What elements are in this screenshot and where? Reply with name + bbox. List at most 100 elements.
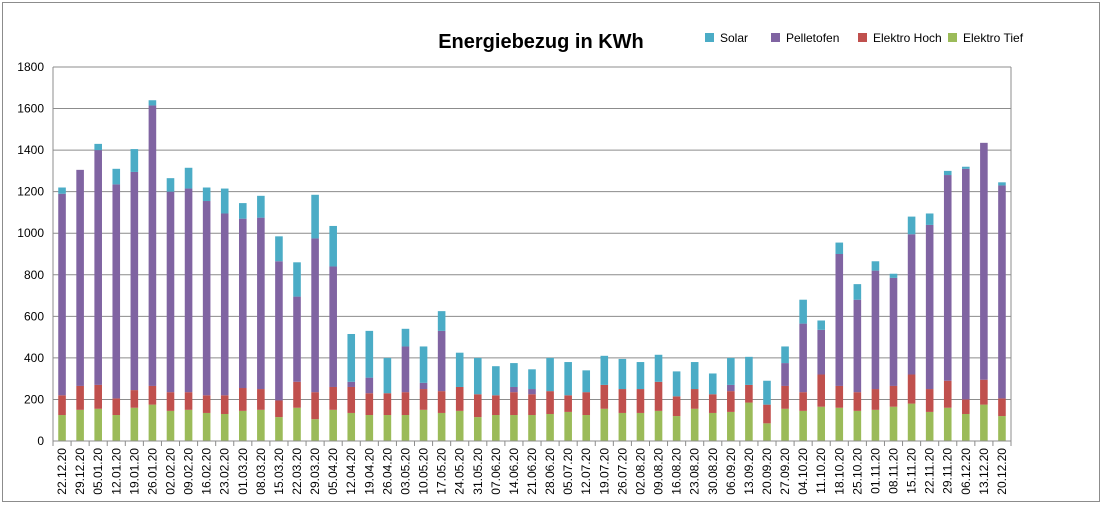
bar-segment (184, 167, 193, 189)
bar-segment (401, 328, 410, 347)
x-tick-label: 08.11.20 (887, 448, 901, 494)
legend-swatch (948, 33, 957, 42)
bar-segment (492, 395, 500, 416)
bar-segment (618, 389, 627, 413)
bar-segment (365, 415, 374, 441)
bar-segment (238, 388, 247, 411)
bar-segment (166, 410, 175, 441)
x-tick-label: 09.08.20 (652, 448, 666, 495)
x-tick-label: 20.09.20 (760, 448, 774, 495)
bar-segment (998, 416, 1006, 441)
x-tick-label: 26.01.20 (145, 448, 159, 495)
bar-segment (311, 392, 319, 420)
bar-segment (907, 403, 916, 441)
x-tick-label: 05.07.20 (561, 448, 575, 495)
bar-segment (636, 412, 645, 441)
bar-segment (94, 150, 102, 385)
bar-segment (962, 166, 970, 169)
x-tick-label: 13.12.20 (977, 448, 991, 495)
bar-segment (347, 381, 356, 387)
bar-segment (130, 149, 139, 172)
bar-segment (238, 203, 247, 219)
bar-segment (329, 266, 337, 387)
bar-segment (781, 385, 789, 409)
bar-segment (708, 412, 717, 441)
x-tick-label: 19.04.20 (362, 448, 376, 495)
bar-segment (853, 299, 862, 393)
bar-segment (311, 419, 319, 441)
bar-segment (437, 391, 446, 413)
y-tick-label: 1200 (17, 185, 44, 199)
x-tick-label: 13.09.20 (742, 448, 756, 495)
bar-segment (690, 389, 699, 409)
bar-segment (528, 389, 536, 395)
bar-segment (564, 362, 572, 396)
bar-segment (727, 357, 735, 385)
bar-segment (184, 392, 193, 410)
bar-segment (383, 415, 392, 441)
bar-segment (130, 171, 139, 391)
bar-segment (889, 385, 898, 407)
bar-segment (925, 224, 934, 390)
bar-segment (925, 213, 934, 225)
bar-segment (618, 412, 627, 441)
bar-segment (546, 391, 554, 414)
bar-segment (600, 384, 609, 409)
bar-segment (148, 105, 157, 386)
x-tick-label: 11.10.20 (814, 448, 828, 494)
bar-segment (889, 273, 898, 278)
bar-segment (365, 377, 374, 394)
bars (58, 100, 1006, 441)
bar-segment (799, 392, 807, 411)
bar-segment (130, 390, 139, 408)
x-tick-label: 29.11.20 (941, 448, 955, 494)
bar-segment (94, 143, 102, 151)
bar-segment (980, 142, 988, 380)
bar-segment (455, 352, 464, 387)
bar-segment (492, 415, 500, 441)
x-tick-label: 28.06.20 (543, 448, 557, 495)
bar-segment (112, 398, 121, 416)
x-tick-label: 16.02.20 (200, 448, 214, 495)
bar-segment (998, 398, 1006, 417)
legend-label: Solar (720, 31, 748, 45)
bar-segment (510, 386, 518, 393)
bar-segment (473, 417, 482, 441)
bar-segment (528, 415, 536, 441)
bar-segment (817, 406, 826, 441)
x-tick-label: 17.05.20 (435, 448, 449, 495)
bar-segment (907, 216, 916, 235)
bar-segment (907, 234, 916, 375)
bar-segment (980, 404, 988, 441)
bar-segment (690, 362, 699, 390)
bar-segment (437, 412, 446, 441)
x-tick-label: 24.05.20 (453, 448, 467, 495)
bar-segment (311, 238, 319, 393)
bar-segment (889, 277, 898, 386)
bar-segment (943, 407, 952, 441)
bar-segment (419, 409, 428, 441)
bar-segment (130, 407, 139, 441)
x-tick-label: 18.10.20 (832, 448, 846, 495)
bar-segment (220, 188, 229, 214)
bar-segment (293, 262, 301, 297)
bar-segment (112, 168, 121, 185)
bar-segment (962, 413, 970, 441)
x-tick-label: 15.03.20 (272, 448, 286, 495)
bar-segment (148, 404, 157, 441)
bar-segment (401, 346, 410, 393)
bar-segment (257, 389, 265, 410)
bar-segment (419, 389, 428, 410)
bar-segment (853, 410, 862, 441)
bar-segment (293, 407, 301, 441)
bar-segment (636, 362, 645, 390)
x-tick-label: 25.10.20 (850, 448, 864, 495)
bar-segment (528, 394, 536, 416)
bar-segment (202, 187, 211, 202)
bar-segment (202, 395, 211, 413)
bar-segment (817, 320, 826, 330)
bar-segment (347, 333, 356, 382)
bar-segment (817, 329, 826, 375)
bar-segment (58, 187, 66, 194)
bar-segment (112, 184, 121, 399)
